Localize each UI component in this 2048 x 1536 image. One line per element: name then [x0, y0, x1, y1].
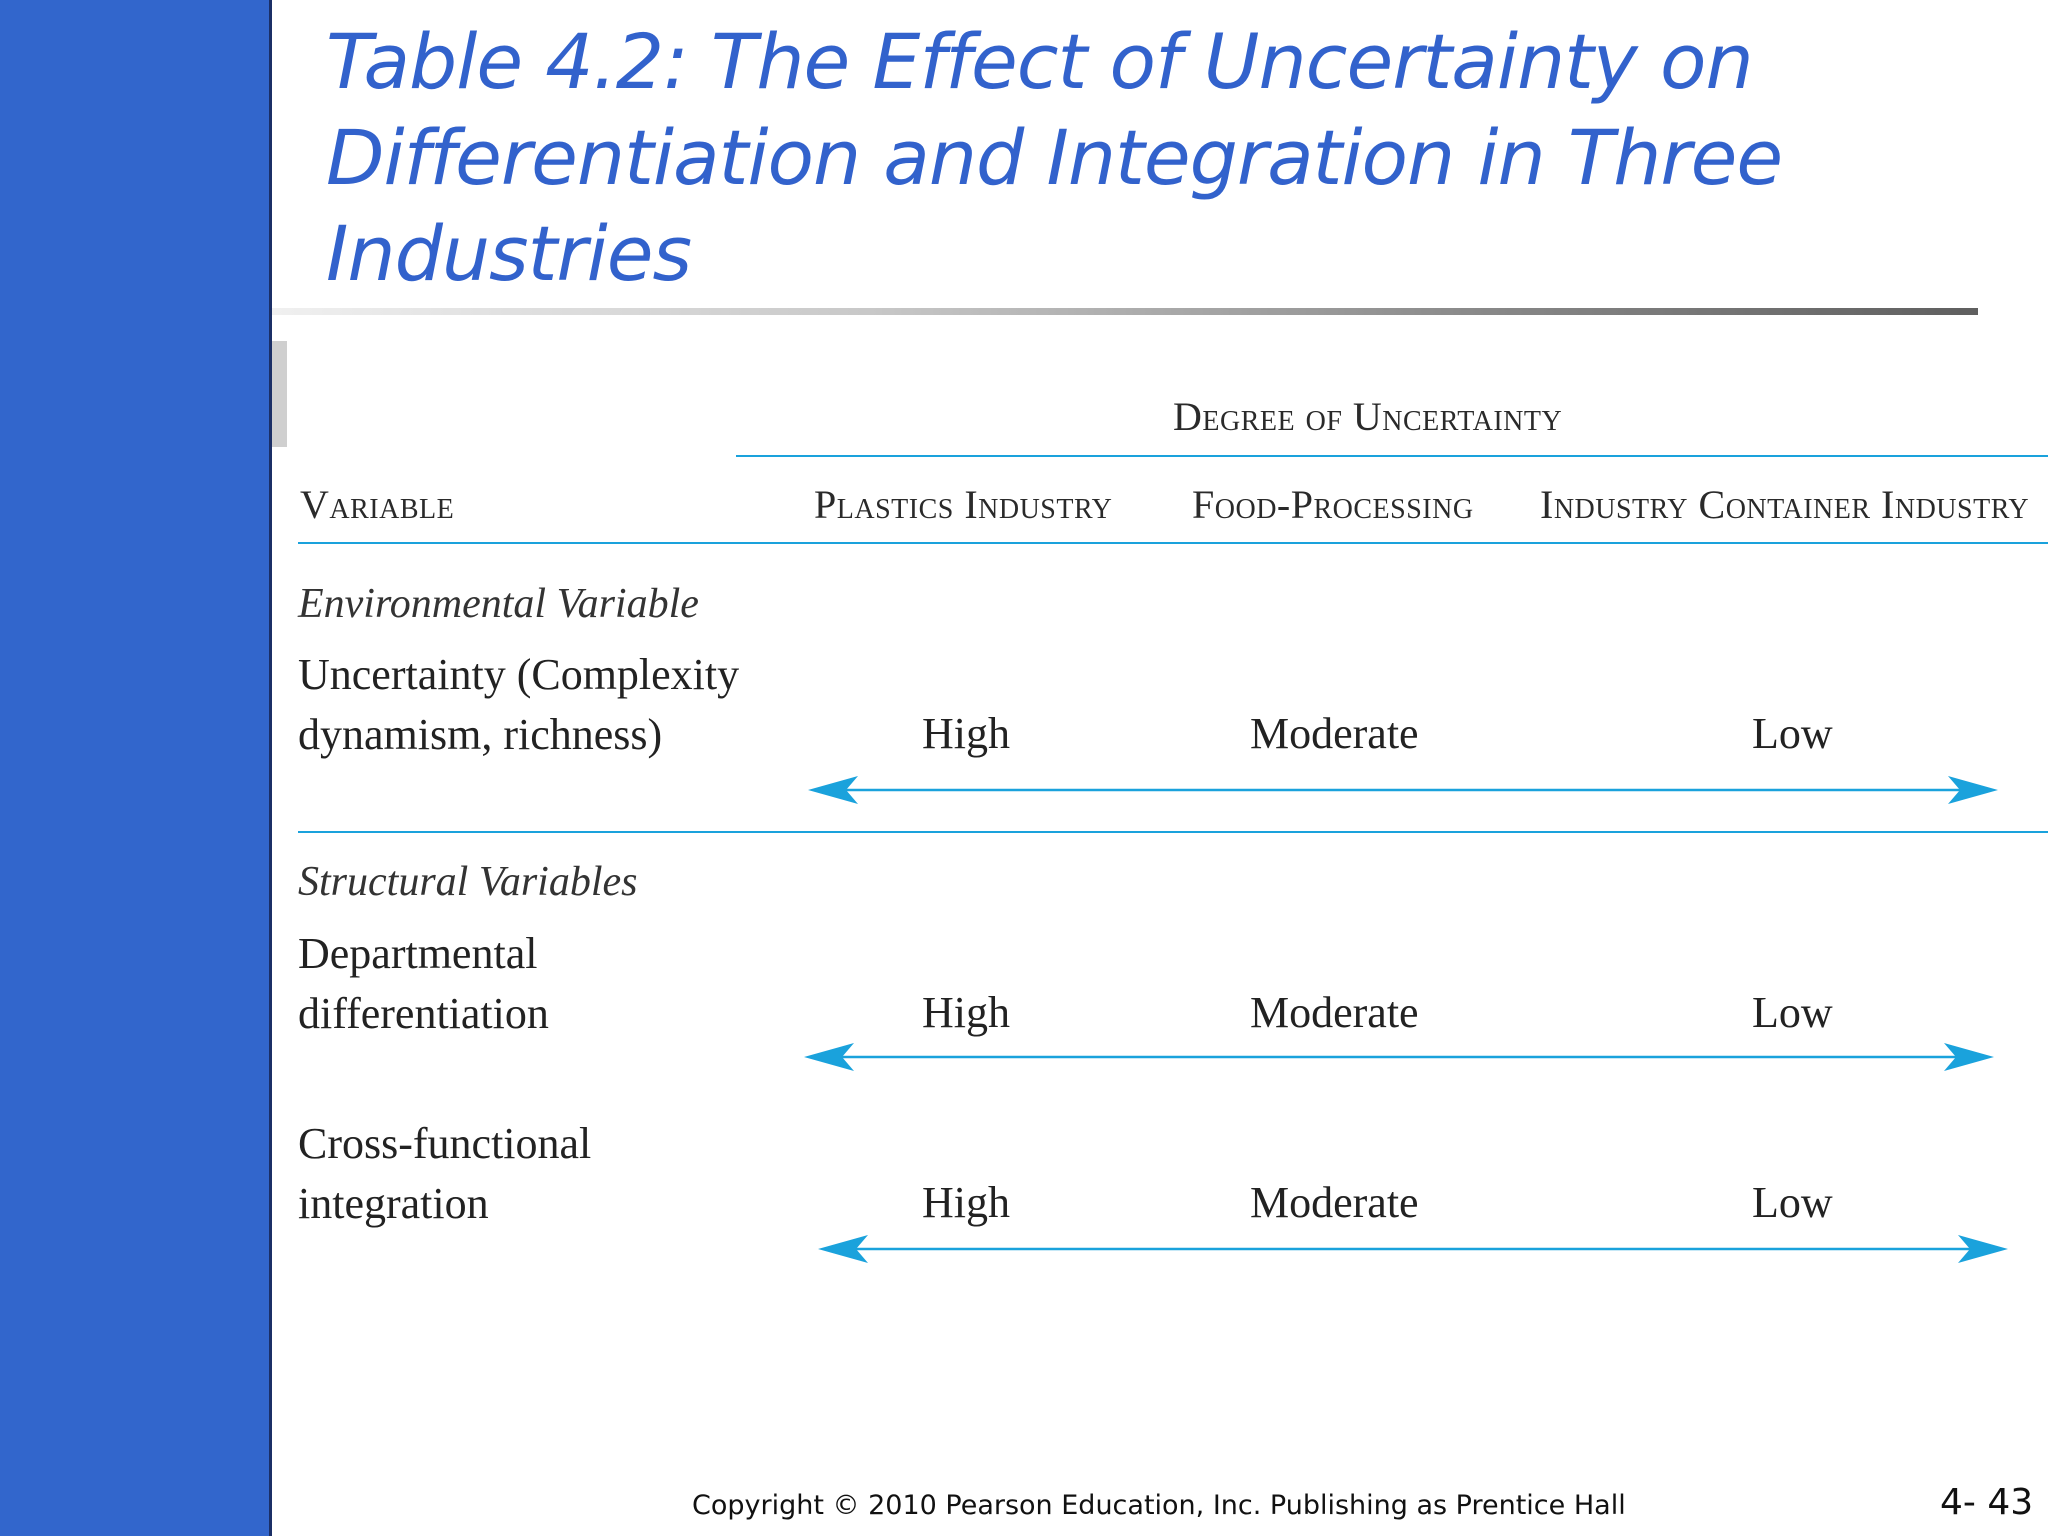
row-label-line: integration — [298, 1179, 489, 1228]
row-label-cross-functional-integration: Cross-functional integration — [298, 1114, 591, 1234]
value-moderate: Moderate — [1250, 988, 1419, 1037]
row-label-line: dynamism, richness) — [298, 710, 663, 759]
value-low: Low — [1752, 1178, 1833, 1227]
row-label-uncertainty: Uncertainty (Complexity dynamism, richne… — [298, 645, 739, 765]
row-label-line: Cross-functional — [298, 1119, 592, 1168]
copyright-footer: Copyright © 2010 Pearson Education, Inc.… — [692, 1490, 1626, 1521]
value-low: Low — [1752, 709, 1833, 758]
column-header-container: Industry Container Industry — [1540, 482, 2030, 527]
value-moderate: Moderate — [1250, 1178, 1419, 1227]
group-header-rule — [736, 455, 2048, 457]
column-header-plastics: Plastics Industry — [814, 482, 1113, 527]
row-label-line: Departmental — [298, 929, 538, 978]
title-divider — [272, 308, 1978, 315]
sidebar-panel — [0, 0, 272, 1536]
double-arrow-icon — [818, 1235, 2008, 1263]
column-header-variable: Variable — [300, 482, 455, 527]
row-label-line: Uncertainty (Complexity — [298, 650, 740, 699]
value-high: High — [922, 709, 1010, 758]
side-tab — [272, 341, 287, 447]
row-label-departmental-differentiation: Departmental differentiation — [298, 924, 549, 1044]
value-low: Low — [1752, 988, 1833, 1037]
section-divider — [298, 831, 2048, 833]
group-header-degree-of-uncertainty: Degree of Uncertainty — [1173, 394, 1563, 439]
value-high: High — [922, 988, 1010, 1037]
double-arrow-icon — [808, 776, 1998, 804]
value-high: High — [922, 1178, 1010, 1227]
section-structural: Structural Variables — [298, 859, 638, 905]
section-environmental: Environmental Variable — [298, 581, 699, 627]
column-header-rule — [298, 542, 2048, 544]
page-number: 4- 43 — [1940, 1482, 2034, 1523]
value-moderate: Moderate — [1250, 709, 1419, 758]
column-header-food-processing: Food-Processing — [1192, 482, 1474, 527]
slide-title: Table 4.2: The Effect of Uncertainty on … — [326, 17, 1783, 298]
row-label-line: differentiation — [298, 989, 549, 1038]
double-arrow-icon — [804, 1043, 1994, 1071]
